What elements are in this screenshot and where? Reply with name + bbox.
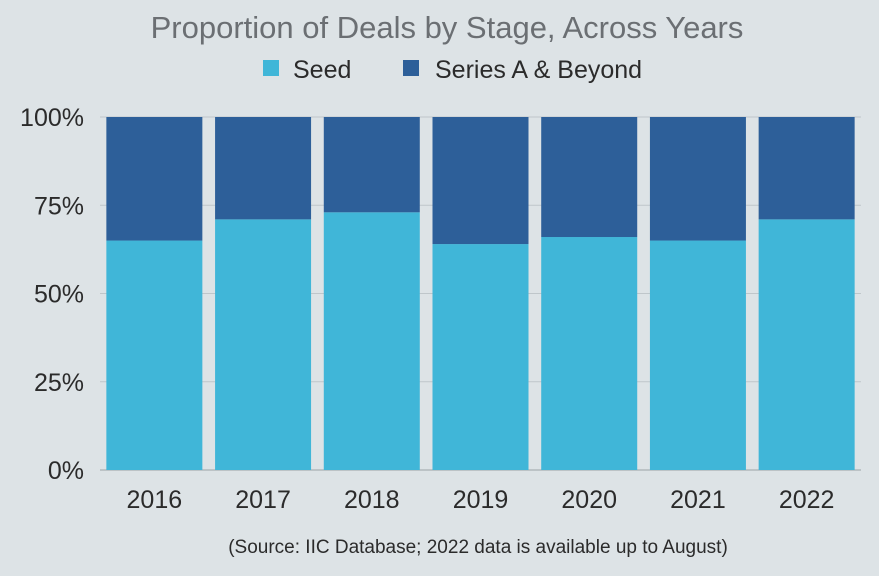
- x-axis-ticks: 2016 2017 2018 2019 2020 2021 2022: [127, 486, 835, 514]
- bar-seed-2017: [215, 219, 312, 470]
- source-note: (Source: IIC Database; 2022 data is avai…: [228, 537, 728, 558]
- y-tick-label: 50%: [34, 281, 84, 309]
- bar-series-a-2019: [432, 117, 529, 245]
- bar-seed-2019: [432, 244, 529, 470]
- bar-series-a-2022: [758, 117, 855, 220]
- y-tick-label: 100%: [20, 104, 84, 132]
- legend-swatch-series-a: [403, 60, 419, 76]
- bar-series-a-2021: [649, 117, 746, 241]
- bar-seed-2020: [541, 237, 638, 470]
- y-tick-label: 0%: [48, 457, 84, 485]
- y-tick-label: 75%: [34, 192, 84, 220]
- x-tick-label: 2021: [670, 486, 726, 514]
- bar-series-a-2020: [541, 117, 638, 238]
- legend-label-seed: Seed: [293, 56, 351, 84]
- bar-series-a-2018: [323, 117, 420, 213]
- legend: Seed Series A & Beyond: [263, 56, 642, 84]
- bar-series-a-2016: [106, 117, 203, 241]
- x-tick-label: 2019: [453, 486, 509, 514]
- x-tick-label: 2022: [779, 486, 835, 514]
- x-tick-label: 2016: [127, 486, 183, 514]
- y-tick-label: 25%: [34, 369, 84, 397]
- x-tick-label: 2017: [235, 486, 291, 514]
- bars: [106, 117, 855, 470]
- bar-seed-2022: [758, 219, 855, 470]
- y-axis-ticks: 0% 25% 50% 75% 100%: [20, 104, 84, 485]
- chart-title: Proportion of Deals by Stage, Across Yea…: [151, 10, 744, 45]
- bar-seed-2016: [106, 240, 203, 470]
- x-tick-label: 2018: [344, 486, 400, 514]
- bar-seed-2018: [323, 212, 420, 470]
- x-tick-label: 2020: [561, 486, 617, 514]
- legend-label-series-a: Series A & Beyond: [435, 56, 642, 84]
- bar-series-a-2017: [215, 117, 312, 220]
- bar-seed-2021: [649, 240, 746, 470]
- legend-swatch-seed: [263, 60, 279, 76]
